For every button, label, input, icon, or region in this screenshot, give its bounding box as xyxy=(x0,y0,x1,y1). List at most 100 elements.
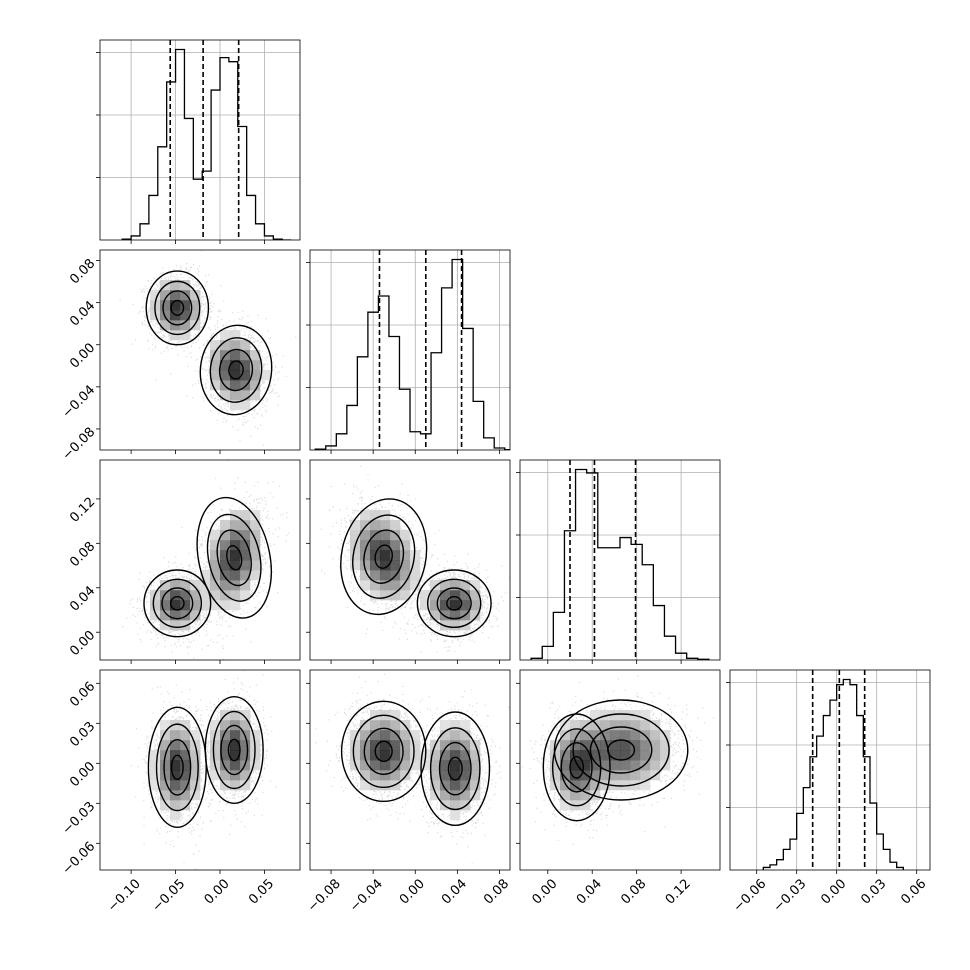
density-cell xyxy=(250,350,261,361)
density-cell xyxy=(210,590,221,601)
density-cell xyxy=(390,520,401,531)
density-cell xyxy=(450,720,461,731)
density-cell xyxy=(570,790,581,801)
density-cell xyxy=(220,390,231,401)
density-cell xyxy=(230,380,241,391)
density-cell xyxy=(580,760,591,771)
density-cell xyxy=(210,570,221,581)
contour-level-3 xyxy=(363,727,404,776)
density-cell xyxy=(380,760,391,771)
density-cell xyxy=(410,740,421,751)
density-cell xyxy=(460,730,471,741)
contour-level-4 xyxy=(446,595,463,611)
density-cell xyxy=(390,760,401,771)
density-cell xyxy=(440,730,451,741)
density-cell xyxy=(620,710,631,721)
panel-background xyxy=(100,40,300,240)
density-cell xyxy=(380,750,391,761)
density-cell xyxy=(180,750,191,761)
density-cell xyxy=(230,350,241,361)
density-cell xyxy=(560,720,571,731)
density-cell xyxy=(390,750,401,761)
density-cell xyxy=(240,740,251,751)
density-cell xyxy=(240,540,251,551)
histogram-panel-4 xyxy=(726,669,931,874)
density-cell xyxy=(440,620,451,631)
density-cell xyxy=(600,720,611,731)
density-cell xyxy=(160,720,171,731)
density-cell xyxy=(160,610,171,621)
density-cell xyxy=(170,720,181,731)
density-cell xyxy=(360,510,371,521)
density-cell xyxy=(440,780,451,791)
density-cell xyxy=(170,730,181,741)
histogram-panel-1 xyxy=(96,39,301,244)
density-cell xyxy=(180,770,191,781)
density-cell xyxy=(170,770,181,781)
density-cell xyxy=(390,560,401,571)
density-cell xyxy=(440,600,451,611)
density-cell xyxy=(180,790,191,801)
density-layer xyxy=(315,673,510,865)
contour-level-3 xyxy=(161,587,194,620)
density-cell xyxy=(440,790,451,801)
density-cell xyxy=(150,750,161,761)
density-cell xyxy=(180,600,191,611)
density-cell xyxy=(610,760,621,771)
contour-level-1 xyxy=(340,498,428,616)
density-cell xyxy=(550,760,561,771)
panel-frame xyxy=(99,669,301,871)
density-cell xyxy=(210,530,221,541)
density-cell xyxy=(180,580,191,591)
density-cell xyxy=(190,610,201,621)
density-cell xyxy=(640,740,651,751)
density-cell xyxy=(360,540,371,551)
histogram-panel-3 xyxy=(516,459,721,664)
density-cell xyxy=(190,580,201,591)
density-cell xyxy=(370,590,381,601)
density-cell xyxy=(350,560,361,571)
density-cell xyxy=(220,730,231,741)
density-cell xyxy=(440,580,451,591)
density-cell xyxy=(570,720,581,731)
density-cell xyxy=(400,770,411,781)
density-cell xyxy=(640,780,651,791)
contour-level-3 xyxy=(216,529,252,587)
density-cell xyxy=(220,550,231,561)
density-cell xyxy=(230,780,241,791)
density-cell xyxy=(450,730,461,741)
contour-level-3 xyxy=(162,290,193,326)
density-cell xyxy=(220,600,231,611)
density-cell xyxy=(170,580,181,591)
density-cell xyxy=(420,760,431,771)
density-cell xyxy=(460,720,471,731)
density-cell xyxy=(230,570,241,581)
density-cell xyxy=(400,730,411,741)
density-cell xyxy=(400,540,411,551)
density-cell xyxy=(150,600,161,611)
density-cell xyxy=(230,560,241,571)
density-cell xyxy=(180,720,191,731)
density-cell xyxy=(190,760,201,771)
density-cell xyxy=(160,790,171,801)
density-cell xyxy=(210,380,221,391)
density-cell xyxy=(620,760,631,771)
density-cell xyxy=(600,750,611,761)
density-cell xyxy=(170,610,181,621)
density-cell xyxy=(450,800,461,811)
density-cell xyxy=(180,300,191,311)
density-cell xyxy=(450,760,461,771)
density-cell xyxy=(370,730,381,741)
density-cell xyxy=(210,600,221,611)
density-cell xyxy=(210,350,221,361)
contour-level-1 xyxy=(199,324,273,416)
density-cell xyxy=(240,710,251,721)
density-cell xyxy=(240,340,251,351)
density-cell xyxy=(580,780,591,791)
density-cell xyxy=(240,380,251,391)
density-cell xyxy=(430,600,441,611)
density-cell xyxy=(230,520,241,531)
density-cell xyxy=(210,370,221,381)
density-cell xyxy=(200,600,211,611)
density-cell xyxy=(650,730,661,741)
